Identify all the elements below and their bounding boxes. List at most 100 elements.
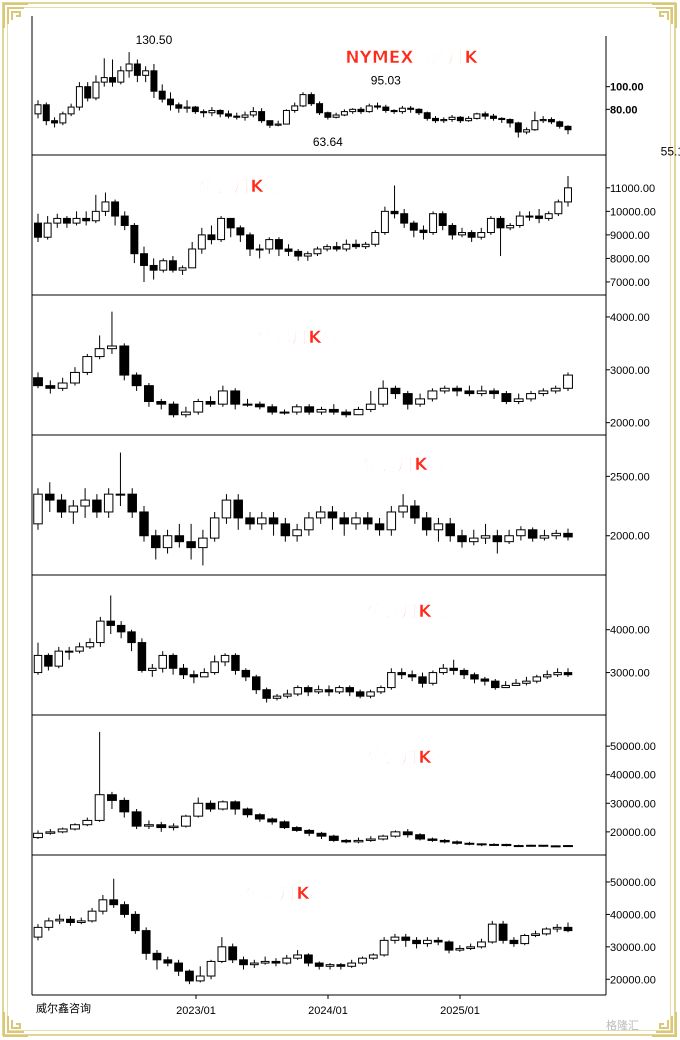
candle-down [245,517,255,525]
candle-up [220,654,230,663]
y-tick-label: 40000.00 [610,909,656,921]
candle-down [563,672,573,676]
candle-up [193,802,204,817]
candle-down [402,831,413,836]
candle-up [148,667,157,671]
candle-down [498,923,508,941]
candle-down [390,210,399,215]
candle-down [464,842,475,845]
candle-up [539,535,550,539]
candle-up [70,371,80,384]
candle-up [439,387,450,392]
candle-down [185,970,194,982]
candle-up [283,693,292,697]
candle-down [328,835,339,841]
candle-up [544,213,553,219]
candle-down [327,511,338,519]
y-tick-label: 2000.00 [610,418,650,430]
candle-up [358,957,367,964]
candle-down [452,841,463,844]
candle-down [119,345,130,376]
candle-up [515,215,524,226]
candle-up [516,529,526,537]
candle-down [498,117,506,121]
candle-down [163,959,173,964]
candle-down [324,689,334,693]
candle-down [452,387,463,392]
candle-down [107,794,117,801]
candle-up [293,954,302,959]
candle-down [271,960,281,964]
candle-down [120,904,129,915]
candle-up [390,831,401,837]
candle-down [563,926,573,932]
candle-up [526,393,536,400]
candle-up [473,113,481,119]
candle-down [407,674,417,678]
candle-down [489,115,497,119]
candle-up [368,954,378,959]
candle-down [174,962,184,972]
candle-up [522,680,531,684]
y-tick-label: 40000.00 [610,770,656,782]
candle-up [422,939,432,945]
y-tick-label: 50000.00 [610,877,656,889]
candle-up [469,537,479,543]
candle-up [265,239,274,250]
candle-down [457,535,467,543]
candle-down [141,930,151,954]
candle-up [217,390,228,405]
candle-up [257,517,267,525]
candle-down [357,108,365,113]
candle-down [501,393,512,403]
candle-down [130,913,140,932]
candle-up [55,918,65,922]
candle-up [551,532,561,537]
candle-down [363,517,373,525]
candle-down [233,499,243,519]
candle-up [282,109,290,125]
candle-down [304,406,315,413]
candle-up [44,920,54,928]
candle-down [509,939,519,945]
candle-up [465,117,473,122]
candle-up [501,684,510,689]
candle-up [342,243,351,250]
candle-up [103,493,114,513]
candle-down [239,959,248,966]
candle-up [33,654,43,674]
candle-up [168,825,179,829]
candle-down [228,946,238,961]
candle-down [556,121,564,127]
candle-up [217,946,227,962]
candle-down [409,222,418,231]
candle-down [470,674,479,680]
candle-down [303,687,313,693]
candle-up [57,828,68,833]
candle-down [34,222,42,238]
candle-down [116,624,126,633]
candle-up [365,403,376,410]
candle-down [332,246,341,250]
candle-up [351,517,361,525]
candle-up [315,511,326,519]
candle-down [294,250,303,257]
watermark-text: 威尔鑫咨询 [36,1003,91,1015]
candle-down [33,377,43,387]
candle-down [56,499,67,513]
candle-up [180,411,191,416]
candle-up [45,831,56,834]
candle-down [336,964,346,967]
candle-up [332,114,340,118]
candle-down [418,676,427,684]
decorative-inner-frame [7,7,671,1031]
y-tick-label: 30000.00 [610,798,656,810]
candle-down [254,814,265,820]
candle-down [390,109,398,113]
candle-down [341,411,352,416]
candle-up [466,946,476,949]
candle-up [541,928,551,935]
candle-up [249,111,257,116]
candle-up [274,123,282,126]
candle-up [552,926,562,930]
